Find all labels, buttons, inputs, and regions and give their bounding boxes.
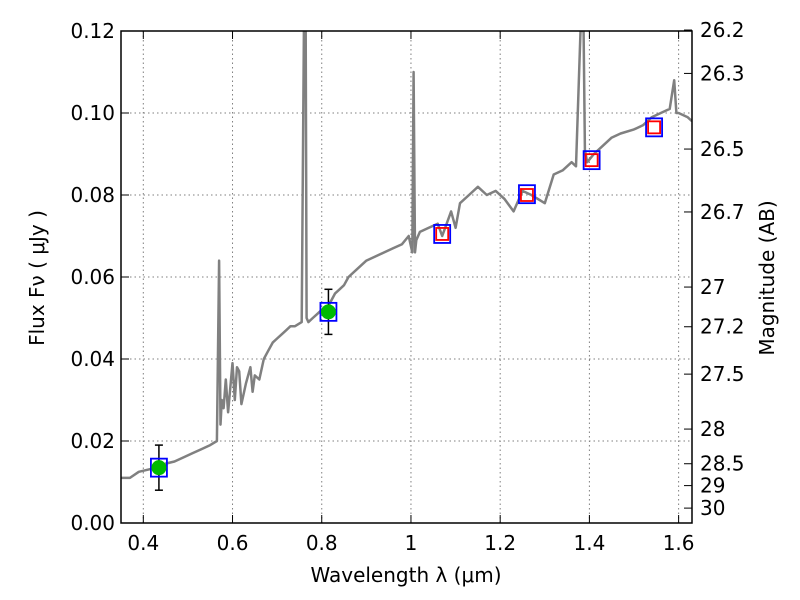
- model-point-square: [150, 457, 168, 478]
- y2-tick-label: 26.3: [700, 61, 745, 85]
- model-point-square: [645, 117, 663, 138]
- x-tick-label: 0.4: [127, 531, 159, 555]
- y2-tick-label: 29: [700, 474, 725, 498]
- model-point-square: [582, 150, 601, 171]
- marker-layer: [150, 117, 663, 478]
- grid-layer: [121, 30, 692, 524]
- y2-tick-label: 27.5: [700, 362, 745, 386]
- y-tick-label: 0.06: [70, 265, 115, 289]
- x-tick-label: 0.6: [217, 531, 249, 555]
- x-tick-label: 1.4: [573, 531, 605, 555]
- spectrum-layer: [121, 31, 692, 480]
- y-tick-label: 0.08: [70, 183, 115, 207]
- predicted-point-square: [584, 153, 599, 168]
- y2-tick-label: 28.5: [700, 452, 745, 476]
- observed-point: [320, 304, 336, 320]
- tick-layer: 0.4 0.6 0.8 1 1.2 1.4 1.6 0.00 0.02 0.04 0.06 0.08 0…: [70, 18, 744, 555]
- spectrum-line: [121, 31, 692, 480]
- model-point-square: [433, 224, 452, 244]
- y-tick-label: 0.12: [70, 19, 115, 43]
- model-point-square: [319, 301, 338, 322]
- y-tick-label: 0.04: [70, 347, 115, 371]
- y2-tick-label: 26.5: [700, 137, 745, 161]
- x-axis-label: Wavelength λ (μm): [310, 563, 501, 587]
- observed-point: [151, 460, 167, 476]
- y2-tick-label: 30: [700, 496, 725, 520]
- y2-tick-label: 28: [700, 417, 725, 441]
- x-tick-label: 1.6: [663, 531, 695, 555]
- x-tick-label: 0.8: [306, 531, 338, 555]
- x-tick-label: 1.2: [484, 531, 516, 555]
- y2-axis-label: Magnitude (AB): [755, 200, 779, 355]
- y2-tick-label: 26.7: [700, 200, 745, 224]
- y2-tick-label: 27.2: [700, 315, 745, 339]
- y2-tick-label: 27: [700, 275, 725, 299]
- predicted-point-square: [435, 227, 450, 241]
- predicted-point-square: [647, 120, 661, 135]
- y2-tick-label: 26.2: [700, 18, 745, 42]
- y-tick-label: 0.02: [70, 429, 115, 453]
- model-point-square: [518, 184, 536, 205]
- y-tick-label: 0.10: [70, 101, 115, 125]
- x-tick-label: 1: [405, 531, 418, 555]
- y-axis-label: Flux Fν ( μJy ): [25, 210, 49, 346]
- y-tick-label: 0.00: [70, 511, 115, 535]
- predicted-point-square: [520, 188, 534, 202]
